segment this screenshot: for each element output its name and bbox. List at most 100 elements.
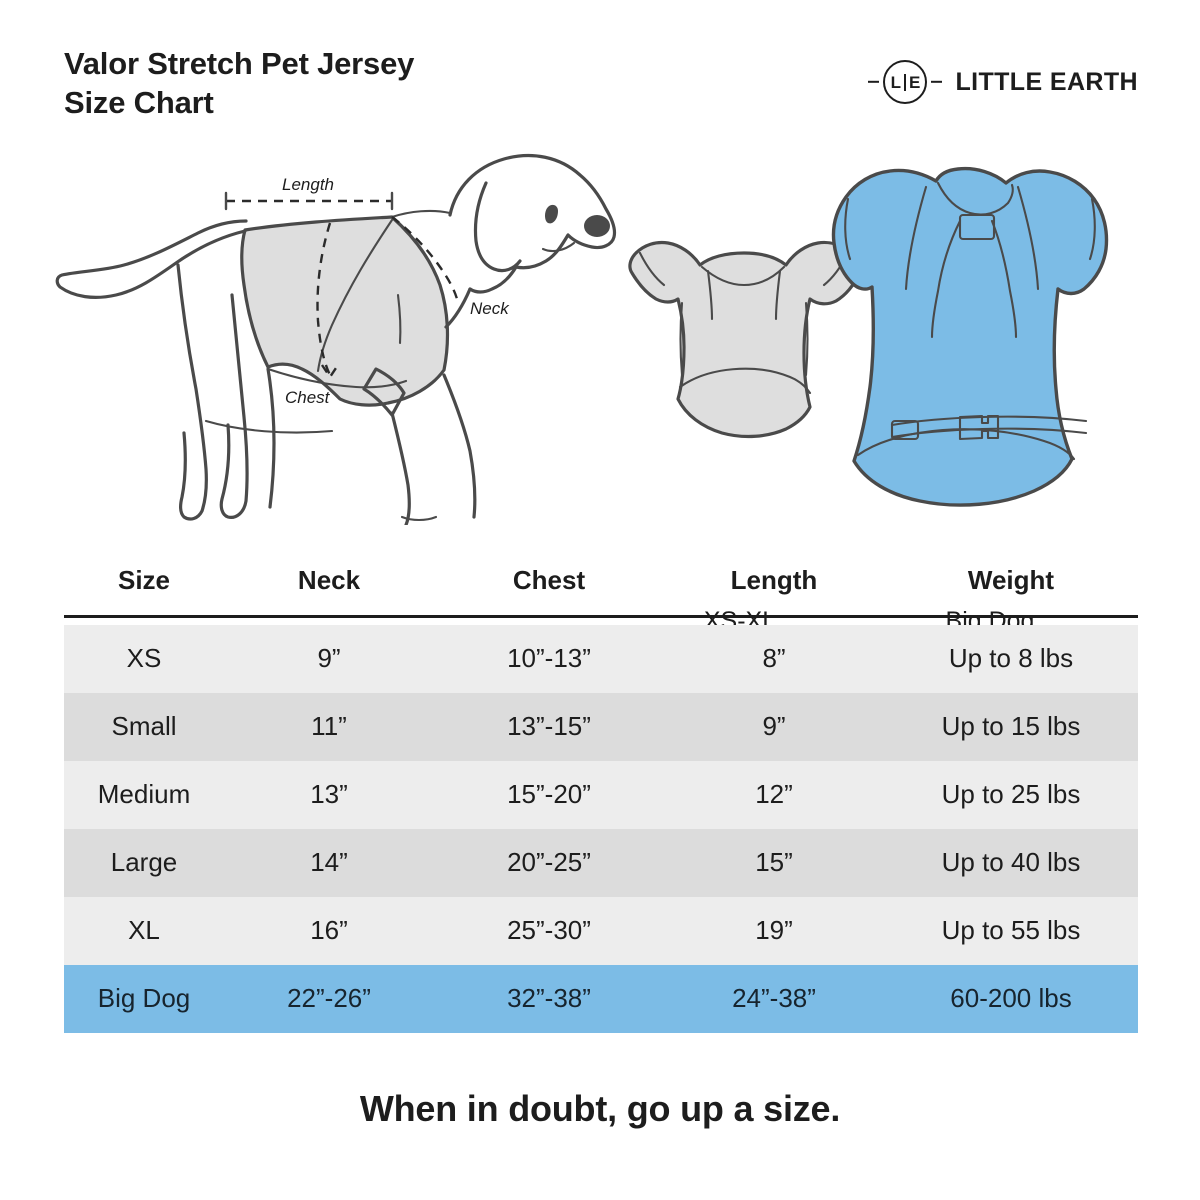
cell-chest: 25”-30” xyxy=(507,915,591,945)
dog-garment-seam-1 xyxy=(316,218,394,373)
table-header-row: Size Neck Chest Length Weight xyxy=(64,565,1138,615)
chest-measurement-dashed-line xyxy=(316,222,332,376)
cell-size: Medium xyxy=(97,779,191,809)
footer-advice-text: When in doubt, go up a size. xyxy=(359,1088,841,1129)
header-divider-rule xyxy=(64,615,1138,618)
dog-eye-icon xyxy=(545,204,558,224)
cell-size: XL xyxy=(128,915,160,945)
dog-front-paw-detail xyxy=(400,515,438,522)
dog-hind-leg-front xyxy=(219,293,249,519)
cell-chest: 10”-13” xyxy=(507,643,591,673)
big-dog-belt-buckle-icon xyxy=(958,414,1000,441)
cell-neck: 11” xyxy=(311,711,347,741)
chest-measurement-arrow xyxy=(321,364,339,380)
cell-size: XS xyxy=(126,643,162,673)
little-earth-logo: L E LITTLE EARTH xyxy=(868,58,1138,106)
big-dog-sleeve-cuff-right xyxy=(1088,197,1096,261)
table-row: XL 16” 25”-30” 19” Up to 55 lbs xyxy=(64,896,1138,965)
table-row-highlighted: Big Dog 22”-26” 32”-38” 24”-38” 60-200 l… xyxy=(64,964,1138,1033)
big-dog-collar-line xyxy=(936,181,1014,216)
xs-xl-hem-curve xyxy=(678,367,812,395)
xs-xl-raglan-seam-right xyxy=(774,269,782,321)
xs-xl-raglan-seam-left xyxy=(706,269,714,321)
dog-belly-line xyxy=(204,419,334,434)
page-title-line-2: Size Chart xyxy=(64,85,214,121)
length-label: Length xyxy=(282,175,334,194)
table-row: Medium 13” 15”-20” 12” Up to 25 lbs xyxy=(64,760,1138,829)
cell-length: 24”-38” xyxy=(732,983,816,1013)
cell-size: Small xyxy=(111,711,177,741)
column-header-weight: Weight xyxy=(967,565,1055,595)
big-dog-garment-body xyxy=(831,166,1109,507)
logo-mark-icon: L E xyxy=(868,58,943,106)
cell-length: 8” xyxy=(762,643,786,673)
page-header: Valor Stretch Pet Jersey Size Chart L E … xyxy=(0,0,1200,140)
logo-divider-bar-icon xyxy=(903,73,906,91)
cell-chest: 32”-38” xyxy=(507,983,591,1013)
logo-letter-e: E xyxy=(908,72,921,92)
big-dog-harness-strap-right xyxy=(990,219,1018,339)
table-row: XS 9” 10”-13” 8” Up to 8 lbs xyxy=(64,624,1138,693)
xs-xl-garment-body xyxy=(628,240,862,439)
dog-back-and-tail-outline xyxy=(55,219,248,299)
page-title-line-1: Valor Stretch Pet Jersey xyxy=(64,46,415,81)
cell-length: 19” xyxy=(755,915,793,945)
size-chart-table: Size Neck Chest Length Weight XS 9” 10”-… xyxy=(64,565,1138,1033)
logo-right-dash-icon xyxy=(931,80,943,84)
column-header-chest: Chest xyxy=(512,565,586,595)
illustration-area: Length Neck Chest xyxy=(0,125,1200,635)
cell-length: 12” xyxy=(755,779,793,809)
chest-label: Chest xyxy=(285,388,331,407)
cell-weight: Up to 15 lbs xyxy=(941,711,1081,741)
cell-neck: 22”-26” xyxy=(287,983,371,1013)
dog-measurement-diagram: Length Neck Chest xyxy=(55,153,617,525)
logo-letter-l: L xyxy=(890,72,901,92)
dog-front-leg-near xyxy=(390,411,411,525)
big-dog-hem-curve xyxy=(856,428,1076,461)
big-dog-garment-illustration xyxy=(831,166,1109,507)
xs-xl-collar-line xyxy=(700,265,786,287)
cell-chest: 13”-15” xyxy=(507,711,591,741)
dog-head-outline xyxy=(448,153,617,294)
neck-label: Neck xyxy=(470,299,510,318)
xs-xl-sleeve-cuff-left xyxy=(638,251,666,287)
dog-front-leg-far xyxy=(442,373,477,519)
cell-chest: 15”-20” xyxy=(507,779,591,809)
cell-chest: 20”-25” xyxy=(507,847,591,877)
dog-mouth-line xyxy=(541,241,576,253)
garment-illustrations xyxy=(628,166,1109,507)
cell-length: 15” xyxy=(755,847,793,877)
logo-left-dash-icon xyxy=(868,80,880,84)
logo-monogram: L E xyxy=(890,72,921,92)
cell-neck: 13” xyxy=(310,779,348,809)
logo-circle-icon: L E xyxy=(883,60,928,104)
cell-size: Big Dog xyxy=(97,983,191,1013)
dog-garment-seam-2 xyxy=(396,293,402,345)
cell-weight: 60-200 lbs xyxy=(950,983,1072,1013)
cell-weight: Up to 55 lbs xyxy=(941,915,1081,945)
cell-neck: 9” xyxy=(317,643,341,673)
big-dog-harness-strap-left xyxy=(930,219,962,339)
page-title: Valor Stretch Pet Jersey Size Chart xyxy=(64,44,414,123)
xs-xl-side-seam-right xyxy=(804,301,809,377)
dog-nose-icon xyxy=(584,215,610,237)
big-dog-raglan-seam-left xyxy=(904,185,928,291)
column-header-size: Size xyxy=(117,565,171,595)
cell-neck: 14” xyxy=(310,847,348,877)
cell-neck: 16” xyxy=(310,915,348,945)
big-dog-sleeve-cuff-left xyxy=(844,197,852,261)
column-header-neck: Neck xyxy=(297,565,361,595)
xs-xl-side-seam-left xyxy=(679,301,684,377)
dog-ear-outline xyxy=(473,181,522,273)
dog-throat-outline xyxy=(444,287,472,329)
cell-weight: Up to 8 lbs xyxy=(948,643,1074,673)
dog-hind-leg-rear xyxy=(176,263,208,521)
cell-size: Large xyxy=(110,847,178,877)
dog-garment-hem-line xyxy=(266,367,408,389)
dog-underbody-outline xyxy=(266,367,276,509)
logo-brand-text: LITTLE EARTH xyxy=(955,67,1138,96)
table-row: Large 14” 20”-25” 15” Up to 40 lbs xyxy=(64,828,1138,897)
cell-weight: Up to 25 lbs xyxy=(941,779,1081,809)
big-dog-belt-slider-icon xyxy=(890,419,920,441)
neck-measurement-dashed-line xyxy=(391,216,460,304)
